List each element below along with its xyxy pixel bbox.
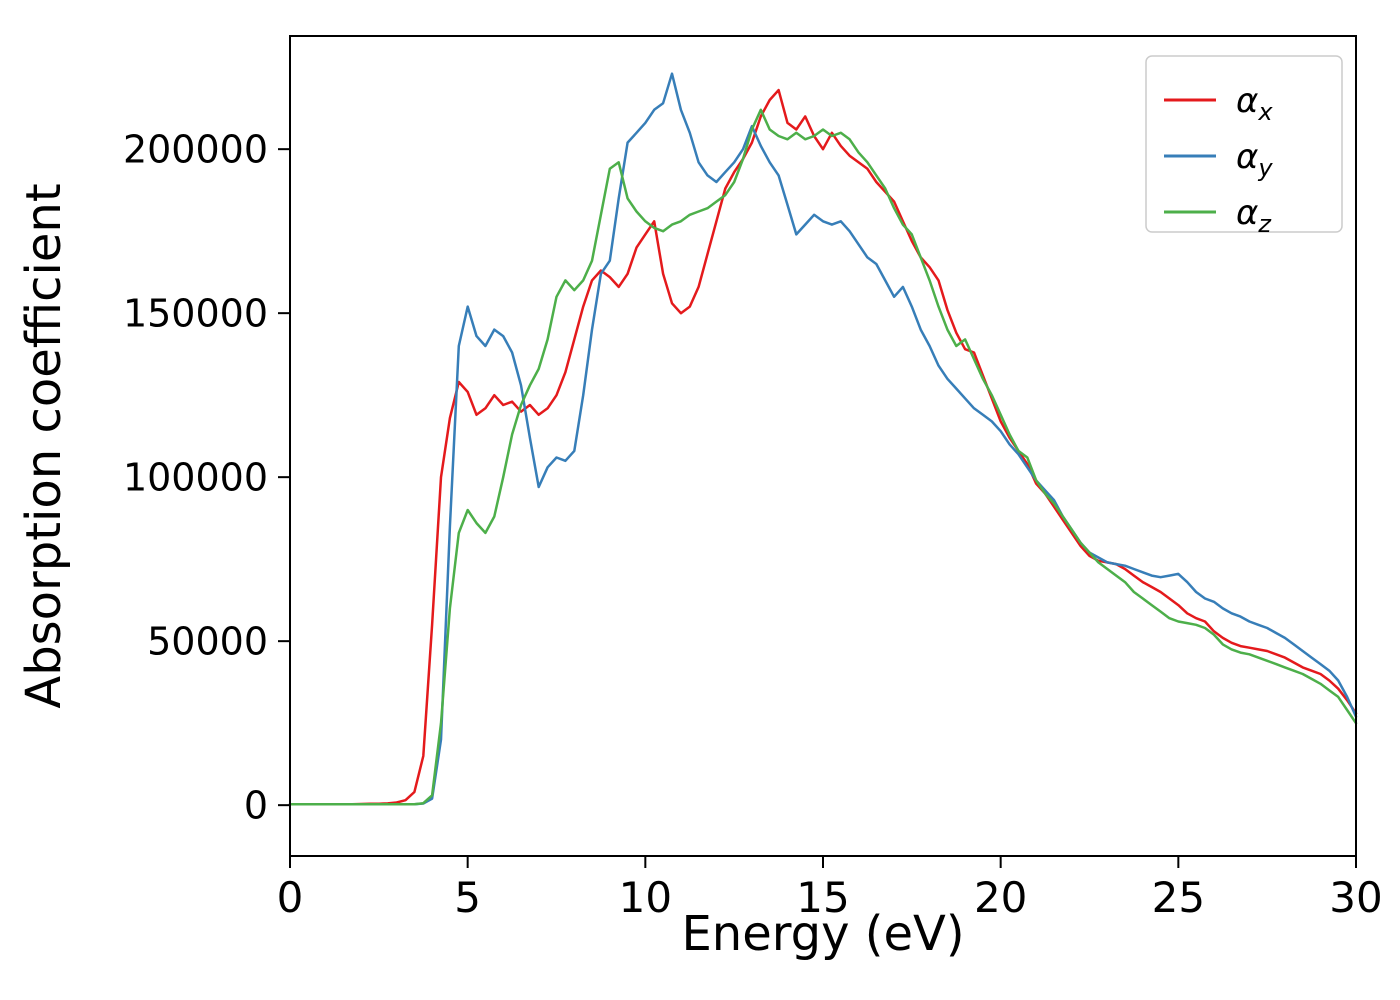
ticks-group: 0 5 10 15 20 25 30 0 50000 100000 150000 200000: [123, 127, 1383, 922]
series-line-alpha_y: [288, 72, 1358, 806]
y-tick-label: 150000: [123, 291, 268, 335]
y-tick-label: 0: [244, 783, 268, 827]
legend-label-y: αy: [1236, 137, 1273, 182]
series-line-alpha_x: [288, 88, 1358, 806]
legend-label-x: αx: [1236, 81, 1273, 126]
x-tick-label: 0: [277, 873, 304, 922]
x-tick-label: 5: [454, 873, 481, 922]
x-tick-label: 10: [619, 873, 672, 922]
x-tick-label: 30: [1329, 873, 1382, 922]
x-tick-label: 15: [796, 873, 849, 922]
legend: αx αy αz: [1145, 55, 1343, 238]
y-tick-label: 50000: [147, 619, 268, 663]
y-tick-label: 100000: [123, 455, 268, 499]
series-line-alpha_z: [288, 108, 1358, 806]
x-tick-label: 25: [1152, 873, 1205, 922]
x-axis-label: Energy (eV): [681, 906, 964, 962]
y-axis-label: Absorption coefficient: [16, 183, 72, 708]
series-group: [288, 72, 1358, 806]
x-tick-label: 20: [974, 873, 1027, 922]
legend-label-z: αz: [1236, 193, 1272, 238]
y-tick-label: 200000: [123, 127, 268, 171]
legend-items: αx αy αz: [1164, 81, 1273, 238]
